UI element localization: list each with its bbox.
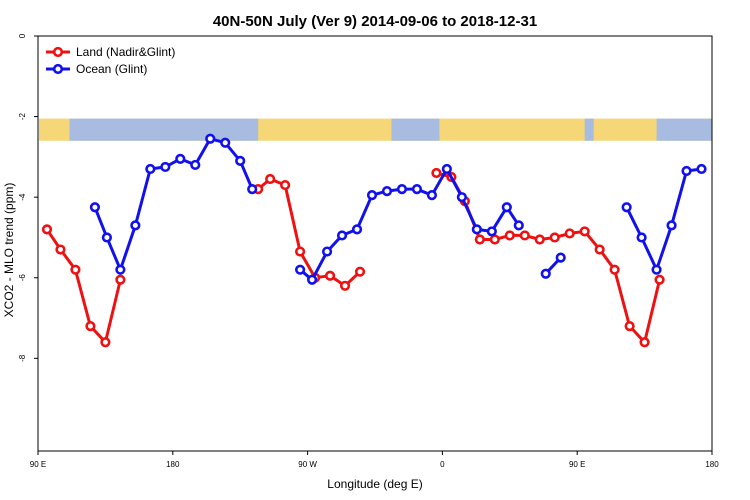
ocean-point-1-14 <box>501 202 512 213</box>
ocean-point-0-11 <box>247 184 258 195</box>
ocean-point-1-15 <box>513 220 524 231</box>
y-tick-label-4: -8 <box>18 354 27 362</box>
ocean-point-1-4 <box>351 224 363 235</box>
land-point-0-0 <box>41 224 53 235</box>
land-point-0-3 <box>85 320 96 332</box>
land-point-2-12 <box>609 264 620 275</box>
land-point-1-1 <box>265 173 276 185</box>
land-point-2-7 <box>534 234 545 245</box>
ocean-point-0-6 <box>175 153 186 164</box>
y-axis: 0 -2 -4 -6 -8 <box>18 33 38 362</box>
land-point-2-10 <box>579 226 590 237</box>
band-ocean-1 <box>391 118 440 141</box>
ocean-point-0-1 <box>101 232 112 243</box>
ocean-point-1-7 <box>396 184 408 195</box>
x-axis-label: Longitude (deg E) <box>327 477 422 491</box>
ocean-point-1-9 <box>426 190 438 201</box>
ocean-point-0-9 <box>220 137 231 148</box>
legend-land-marker <box>52 46 64 58</box>
land-point-1-6 <box>339 280 351 291</box>
chart-title: 40N-50N July (Ver 9) 2014-09-06 to 2018-… <box>213 13 537 30</box>
legend: Land (Nadir&Glint) Ocean (Glint) <box>46 45 175 76</box>
x-tick-label-5: 180 <box>705 460 719 469</box>
y-tick-label-0: 0 <box>18 33 27 38</box>
x-tick-label-1: 180 <box>166 460 180 469</box>
land-point-2-6 <box>519 230 530 241</box>
legend-ocean-marker <box>52 63 64 75</box>
ocean-point-1-5 <box>366 190 378 201</box>
ocean-point-3-5 <box>696 163 707 175</box>
land-point-1-3 <box>295 246 306 257</box>
band-ocean-3 <box>656 118 712 141</box>
plot-frame <box>37 35 713 452</box>
legend-ocean-label: Ocean (Glint) <box>76 62 147 76</box>
ocean-point-1-3 <box>336 230 348 241</box>
y-tick-label-2: -4 <box>18 193 27 201</box>
x-tick-label-3: 0 <box>440 460 445 469</box>
ocean-point-0-0 <box>89 202 101 213</box>
land-point-2-15 <box>654 274 665 285</box>
x-tick-label-2: 90 W <box>298 460 317 469</box>
legend-land-label: Land (Nadir&Glint) <box>76 45 175 59</box>
ocean-line-1 <box>299 167 521 282</box>
y-tick-label-1: -2 <box>18 112 27 120</box>
land-point-0-5 <box>115 274 126 285</box>
land-point-1-2 <box>280 179 291 191</box>
ocean-point-0-5 <box>160 161 171 173</box>
land-ocean-band <box>39 118 712 141</box>
land-point-2-11 <box>594 244 605 255</box>
x-tick-label-0: 90 E <box>30 460 46 469</box>
land-point-2-0 <box>431 167 442 179</box>
y-axis-label: XCO2 - MLO trend (ppm) <box>2 183 16 318</box>
land-point-0-1 <box>55 244 66 255</box>
ocean-point-1-11 <box>456 192 467 203</box>
x-axis: 90 E 180 90 W 0 90 E 180 <box>30 451 719 469</box>
ocean-point-1-12 <box>471 224 482 235</box>
ocean-point-3-4 <box>681 165 692 177</box>
ocean-point-0-7 <box>190 159 201 171</box>
x-tick-label-4: 90 E <box>569 460 585 469</box>
band-ocean-0 <box>69 118 259 141</box>
ocean-point-0-2 <box>115 264 126 275</box>
y-tick-label-3: -6 <box>18 274 27 282</box>
land-point-0-4 <box>100 337 111 348</box>
ocean-point-1-6 <box>381 186 393 197</box>
land-point-2-3 <box>474 234 485 245</box>
ocean-point-1-2 <box>321 246 333 257</box>
land-point-2-8 <box>549 232 560 243</box>
ocean-point-0-3 <box>130 220 141 231</box>
ocean-point-2-1 <box>555 252 566 263</box>
land-point-0-2 <box>70 264 81 275</box>
series-layer <box>41 133 707 348</box>
ocean-line-0 <box>93 137 254 272</box>
ocean-point-1-0 <box>295 264 306 275</box>
land-point-2-4 <box>489 234 500 245</box>
band-ocean-2 <box>584 118 594 141</box>
land-point-1-7 <box>354 266 366 277</box>
land-point-2-13 <box>624 320 635 332</box>
ocean-line-3 <box>625 167 702 272</box>
ocean-point-0-8 <box>205 133 216 144</box>
ocean-point-3-2 <box>651 264 662 275</box>
land-point-2-14 <box>639 337 650 348</box>
ocean-point-0-10 <box>235 155 246 167</box>
ocean-point-0-4 <box>145 163 156 175</box>
ocean-point-1-13 <box>486 226 497 237</box>
land-point-2-9 <box>564 228 575 239</box>
ocean-point-3-0 <box>621 202 632 213</box>
ocean-point-2-0 <box>540 268 551 279</box>
ocean-point-3-1 <box>636 232 647 243</box>
ocean-point-3-3 <box>666 220 677 231</box>
ocean-point-1-8 <box>411 184 423 195</box>
ocean-point-1-1 <box>306 274 318 285</box>
land-line-2 <box>436 171 662 344</box>
ocean-point-1-10 <box>441 163 452 175</box>
land-point-2-5 <box>504 230 515 241</box>
land-point-1-5 <box>324 270 336 281</box>
